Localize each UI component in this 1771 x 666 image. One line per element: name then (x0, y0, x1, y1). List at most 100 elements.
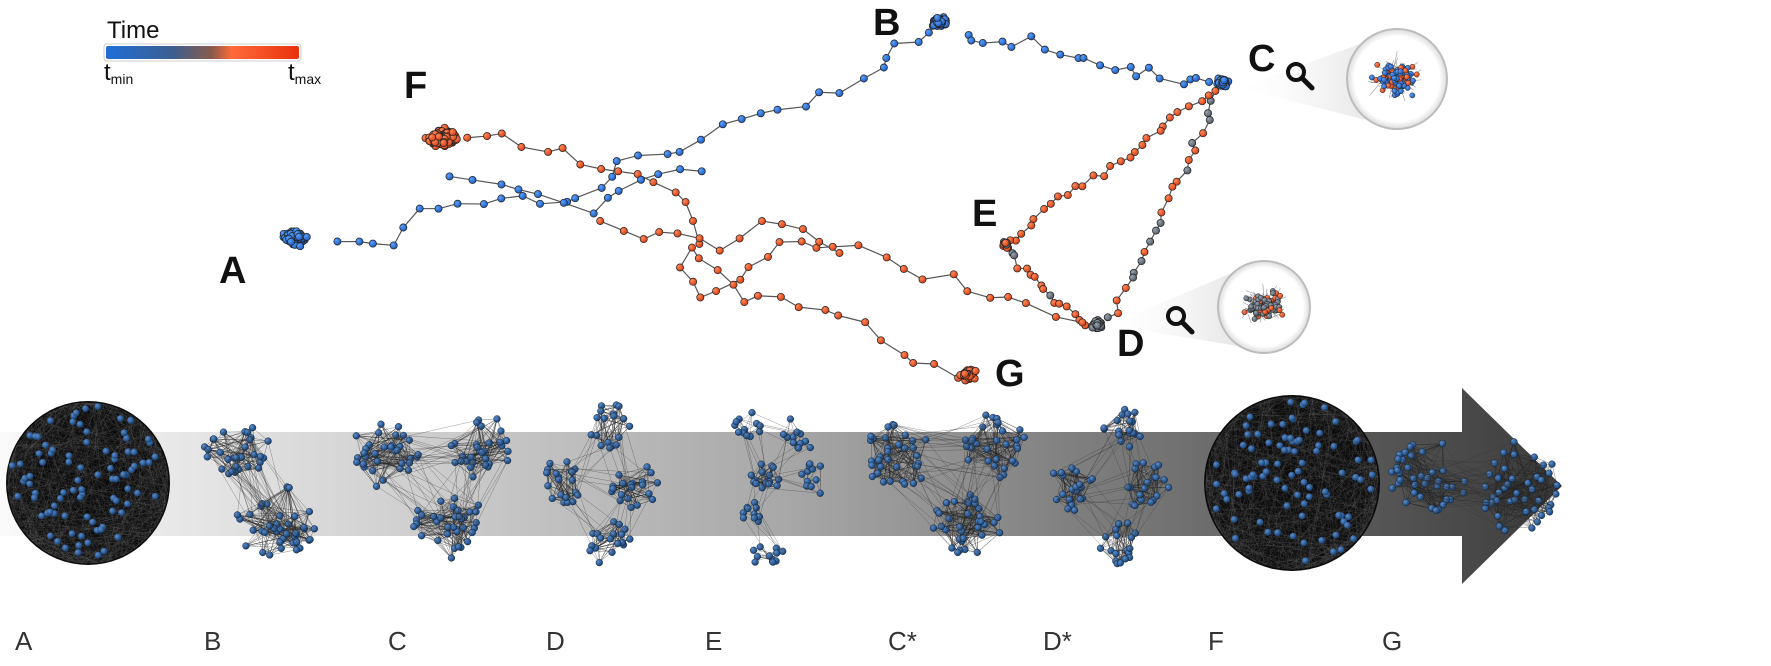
stage-node (124, 485, 132, 493)
stage-node (61, 512, 69, 520)
trajectory-node (428, 133, 437, 142)
stage-node (1354, 456, 1362, 464)
stage-node (1302, 427, 1310, 434)
trajectory-label-d: D (1117, 323, 1144, 365)
trajectory-node (756, 109, 765, 118)
trajectory-node (589, 209, 598, 218)
trajectory-node (1001, 238, 1010, 247)
stage-node (1524, 479, 1532, 487)
stage-node (124, 500, 131, 508)
stage-node (127, 417, 135, 424)
stage-node (1338, 469, 1346, 477)
trajectory-node (1071, 310, 1080, 319)
trajectory-node (694, 254, 703, 263)
trajectory-node (1030, 272, 1039, 281)
stage-node (1274, 529, 1281, 537)
stage-node (555, 476, 563, 484)
trajectory-node (1204, 109, 1212, 118)
stage-node (1291, 448, 1298, 455)
trajectory-node (399, 223, 408, 232)
stage-node (353, 458, 361, 466)
path-mixed-2 (596, 217, 844, 257)
path-to-f (463, 129, 704, 248)
stage-node (65, 458, 73, 466)
trajectory-label-f: F (404, 65, 427, 107)
stage-node (47, 417, 54, 425)
trajectory-node (1183, 166, 1192, 175)
stage-node (78, 532, 85, 540)
stage-node (1302, 557, 1309, 565)
stage-node (276, 538, 284, 546)
stage-node (14, 492, 22, 500)
stage-node (210, 435, 218, 443)
zoom-node (1261, 297, 1268, 303)
stage-label-e: E (705, 626, 722, 656)
stage-node (1273, 476, 1281, 484)
stage-node (497, 427, 505, 435)
trajectory-node (998, 37, 1007, 46)
stage-node (1100, 424, 1108, 432)
trajectory-node (1056, 50, 1065, 59)
stage-node (151, 492, 159, 500)
trajectory-node (614, 186, 623, 195)
trajectory-node (534, 190, 542, 199)
trajectory-node (900, 351, 909, 360)
stage-node (130, 462, 138, 470)
trajectory-node (333, 237, 342, 246)
trajectory-node (1188, 139, 1197, 147)
trajectory-node (302, 233, 311, 241)
trajectory-node (689, 277, 698, 286)
trajectory-node (861, 318, 870, 327)
zoom-node (1266, 313, 1273, 320)
stage-node (62, 544, 69, 552)
trajectory-node (1078, 318, 1087, 327)
trajectory-node (1111, 66, 1120, 75)
trajectory-node (497, 180, 506, 189)
stage-node (954, 548, 962, 557)
stage-node (89, 518, 96, 526)
stage-node (450, 494, 459, 502)
trajectory-node (1040, 205, 1049, 213)
trajectory-node (1004, 293, 1013, 301)
path-b-to-c (964, 31, 1214, 89)
trajectory-node (797, 237, 806, 246)
stage-node (111, 452, 119, 459)
trajectory-nodes (279, 13, 1233, 385)
trajectory-node (639, 235, 648, 244)
stage-node (1246, 413, 1254, 421)
stage-node (993, 436, 1001, 444)
trajectory-node (924, 28, 933, 37)
stage-node (1330, 548, 1337, 556)
stage-node (112, 497, 120, 505)
stage-node (875, 456, 883, 464)
trajectory-node (1023, 264, 1032, 273)
trajectory-node (1191, 73, 1200, 82)
stage-node (1494, 512, 1502, 520)
stage-node (97, 526, 105, 533)
trajectory-node (949, 270, 958, 279)
trajectory-node (1205, 116, 1214, 124)
stage-node (1300, 539, 1308, 547)
stage-node (1256, 518, 1264, 526)
stage-node (648, 495, 657, 504)
trajectory-node (834, 311, 843, 320)
trajectory-node (802, 102, 810, 111)
stage-network-ds (1049, 405, 1173, 568)
trajectory-node (835, 249, 844, 257)
trajectory-node (1211, 86, 1220, 95)
trajectory-node (1156, 126, 1165, 135)
zoom-node (1369, 74, 1375, 81)
trajectory-node (676, 263, 684, 272)
stage-node (1281, 434, 1289, 442)
trajectory-node (1046, 291, 1055, 300)
trajectory-node (740, 298, 749, 307)
stage-node (1220, 490, 1228, 497)
stage-node (75, 542, 83, 549)
stage-label-f: F (1208, 626, 1224, 656)
stage-node (998, 427, 1007, 435)
trajectory-node (654, 170, 663, 179)
cluster-e (999, 238, 1013, 252)
trajectory-node (1112, 296, 1121, 305)
trajectory-node (688, 243, 696, 252)
stage-node (1368, 471, 1376, 479)
